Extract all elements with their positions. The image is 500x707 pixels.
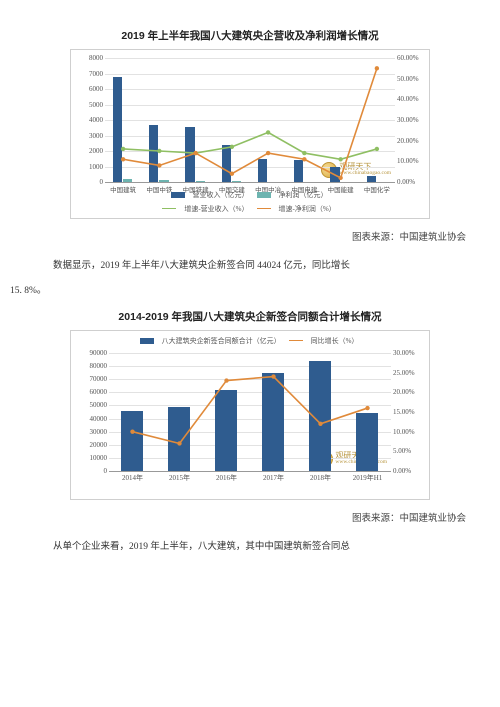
legend-label: 营业收入（亿元）	[193, 190, 249, 200]
paragraph-1b: 15. 8%。	[10, 282, 466, 301]
legend-label: 增速-净利润（%）	[279, 204, 336, 214]
legend-swatch-line	[289, 340, 303, 341]
paragraph-1a: 数据显示，2019 年上半年八大建筑央企新签合同 44024 亿元，同比增长	[34, 257, 466, 276]
chart1-source: 图表来源：中国建筑业协会	[34, 229, 466, 243]
chart2-title: 2014-2019 年我国八大建筑央企新签合同额合计增长情况	[34, 309, 466, 324]
legend-swatch-bar2	[257, 192, 271, 198]
chart1: 观研天下 www.chinabaogao.com 010002000300040…	[70, 49, 430, 219]
chart2-source: 图表来源：中国建筑业协会	[34, 510, 466, 524]
legend-label: 八大建筑央企新签合同额合计（亿元）	[162, 336, 281, 346]
legend-swatch-bar	[140, 338, 154, 344]
legend-label: 净利润（亿元）	[279, 190, 328, 200]
legend-swatch-line2	[257, 208, 271, 209]
chart2: 八大建筑央企新签合同额合计（亿元） 同比增长（%） 观研天下 www.china…	[70, 330, 430, 500]
chart1-legend: 营业收入（亿元） 净利润（亿元） 增速-营业收入（%） 增速-净利润（%）	[105, 190, 393, 214]
chart1-title: 2019 年上半年我国八大建筑央企营收及净利润增长情况	[34, 28, 466, 43]
legend-label: 增速-营业收入（%）	[184, 204, 248, 214]
chart2-legend: 八大建筑央企新签合同额合计（亿元） 同比增长（%）	[105, 336, 393, 346]
paragraph-2: 从单个企业来看，2019 年上半年，八大建筑，其中中国建筑新签合同总	[34, 538, 466, 557]
legend-label: 同比增长（%）	[311, 336, 359, 346]
legend-swatch-bar1	[171, 192, 185, 198]
legend-swatch-line1	[162, 208, 176, 209]
